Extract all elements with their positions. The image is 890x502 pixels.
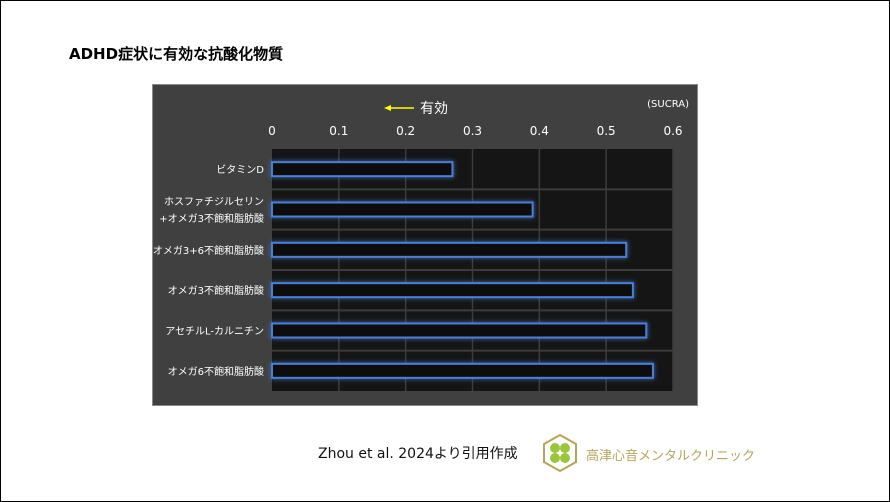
bar-chart: 0 0.1 0.2 0.3 0.4 0.5 0.6 ビタミンD ホスファチジルセリン +オメガ3不… [153,99,689,391]
annotation-label: 有効 [420,101,448,117]
x-tick-label: 0 [268,124,276,138]
category-label: アセチルL-カルニチン [165,326,264,338]
category-label: ホスファチジルセリン [164,196,264,208]
x-tick-label: 0.5 [597,124,616,138]
bar [271,282,634,299]
citation: Zhou et al. 2024より引用作成 [318,446,518,462]
page-title: ADHD症状に有効な抗酸化物質 [69,45,284,63]
x-tick-label: 0.2 [396,124,415,138]
category-label: ビタミンD [216,164,264,176]
bar [271,362,654,379]
bar [271,201,534,218]
category-label: オメガ3不飽和脂肪酸 [168,284,264,297]
x-tick-label: 0.1 [329,124,348,138]
x-tick-label: 0.3 [463,124,482,138]
category-label: +オメガ3不飽和脂肪酸 [159,212,264,225]
clover-hexagon-logo [543,433,577,473]
clinic-name: 高津心音メンタルクリニック [586,449,756,464]
x-tick-label: 0.6 [663,124,682,138]
chart-panel: 0 0.1 0.2 0.3 0.4 0.5 0.6 ビタミンD ホスファチジルセリン +オメガ3不… [152,84,698,406]
bar [271,161,454,178]
x-tick-label: 0.4 [530,124,549,138]
category-label: オメガ3+6不飽和脂肪酸 [153,244,264,257]
unit-label: (SUCRA) [647,99,689,110]
category-label: オメガ6不飽和脂肪酸 [168,365,264,378]
bar [271,322,648,339]
bar [271,241,628,258]
arrow-head-icon [384,105,391,111]
